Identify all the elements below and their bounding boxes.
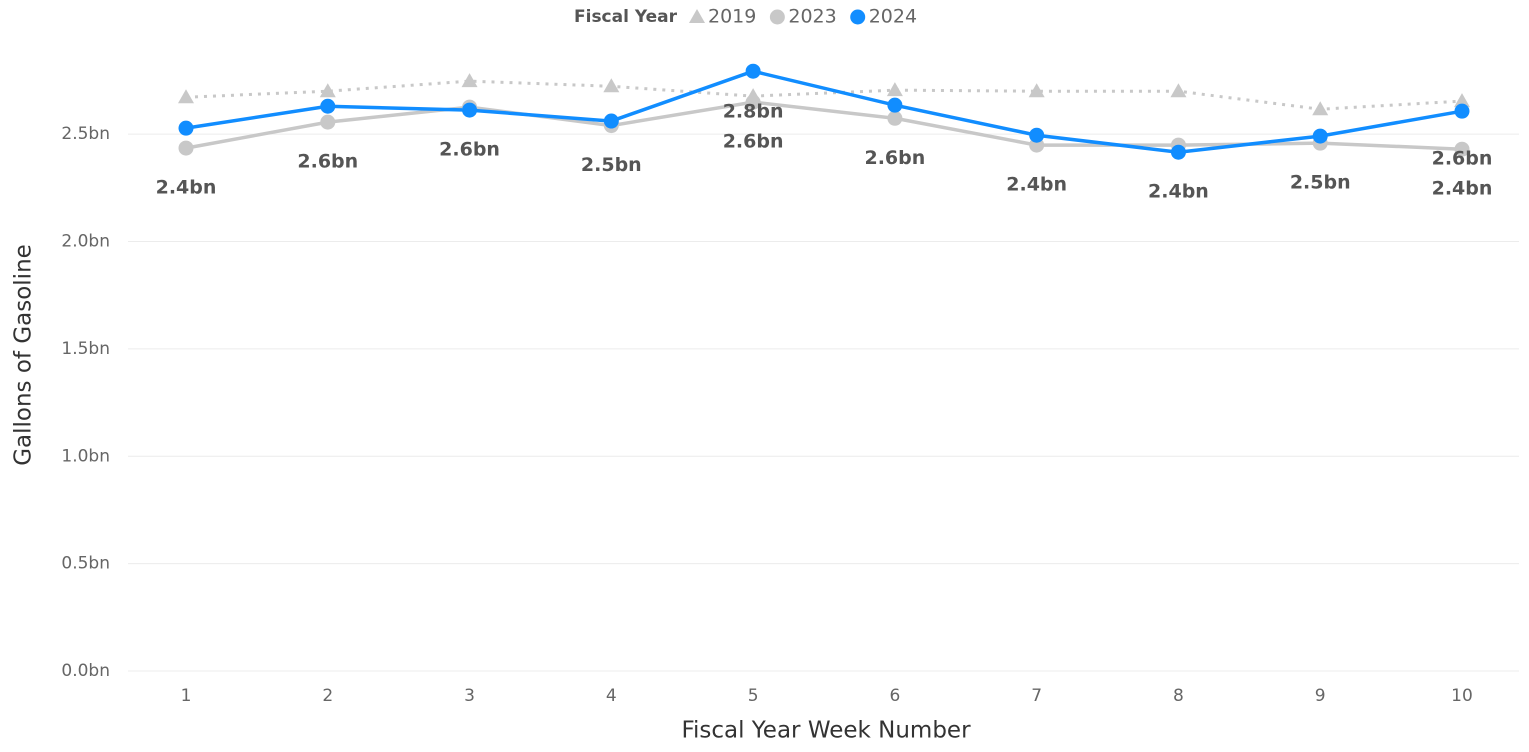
data-label: 2.4bn <box>1006 174 1067 196</box>
legend-label: 2023 <box>788 6 836 28</box>
data-point <box>1170 83 1187 98</box>
data-label: 2.4bn <box>1432 178 1493 200</box>
legend-marker <box>689 9 705 23</box>
y-tick-label: 2.0bn <box>61 232 110 252</box>
data-label: 2.6bn <box>297 151 358 173</box>
data-point <box>1454 93 1470 108</box>
x-axis-title: Fiscal Year Week Number <box>681 718 971 744</box>
legend-title: Fiscal Year <box>574 7 678 27</box>
data-point <box>1454 103 1470 119</box>
data-point <box>178 140 194 156</box>
data-point <box>1454 141 1470 157</box>
y-axis-title: Gallons of Gasoline <box>11 244 37 466</box>
data-point <box>178 120 194 136</box>
legend-marker <box>769 9 785 25</box>
x-tick-label: 10 <box>1451 686 1473 706</box>
data-point <box>320 114 336 130</box>
data-point <box>887 97 903 113</box>
x-tick-label: 5 <box>748 686 759 706</box>
data-point <box>1029 127 1045 143</box>
y-tick-label: 1.0bn <box>61 446 110 466</box>
data-point <box>462 102 478 118</box>
data-point <box>178 89 194 104</box>
data-label: 2.5bn <box>581 154 642 176</box>
data-point <box>1028 83 1045 98</box>
legend-label: 2024 <box>869 6 917 28</box>
data-point <box>1170 144 1186 160</box>
x-tick-label: 4 <box>606 686 617 706</box>
data-label: 2.6bn <box>723 131 784 153</box>
data-point <box>1312 128 1328 144</box>
x-tick-label: 6 <box>889 686 900 706</box>
data-label: 2.5bn <box>1290 172 1351 194</box>
data-label: 2.6bn <box>1432 148 1493 170</box>
data-point <box>745 63 761 79</box>
data-point <box>603 78 620 93</box>
data-point <box>319 83 336 98</box>
data-point <box>1312 101 1329 116</box>
y-tick-label: 0.0bn <box>61 661 110 681</box>
x-tick-label: 7 <box>1031 686 1042 706</box>
x-tick-label: 1 <box>181 686 192 706</box>
data-label: 2.8bn <box>723 101 784 123</box>
data-label: 2.6bn <box>439 139 500 161</box>
x-tick-label: 8 <box>1173 686 1184 706</box>
data-label: 2.4bn <box>1148 181 1209 203</box>
data-point <box>886 82 903 97</box>
data-label: 2.4bn <box>156 177 217 199</box>
x-tick-label: 9 <box>1315 686 1326 706</box>
y-tick-label: 2.5bn <box>61 124 110 144</box>
series-line <box>185 69 1463 154</box>
legend-label: 2019 <box>708 6 756 28</box>
data-point <box>603 113 619 129</box>
series-line <box>185 79 1463 111</box>
y-tick-label: 1.5bn <box>61 339 110 359</box>
data-point <box>887 110 903 126</box>
data-point <box>461 73 478 88</box>
y-tick-label: 0.5bn <box>61 554 110 574</box>
data-point <box>320 98 336 114</box>
x-tick-label: 3 <box>464 686 475 706</box>
data-point <box>745 94 761 110</box>
legend-marker <box>850 9 866 25</box>
x-tick-label: 2 <box>322 686 333 706</box>
data-label: 2.6bn <box>864 147 925 169</box>
